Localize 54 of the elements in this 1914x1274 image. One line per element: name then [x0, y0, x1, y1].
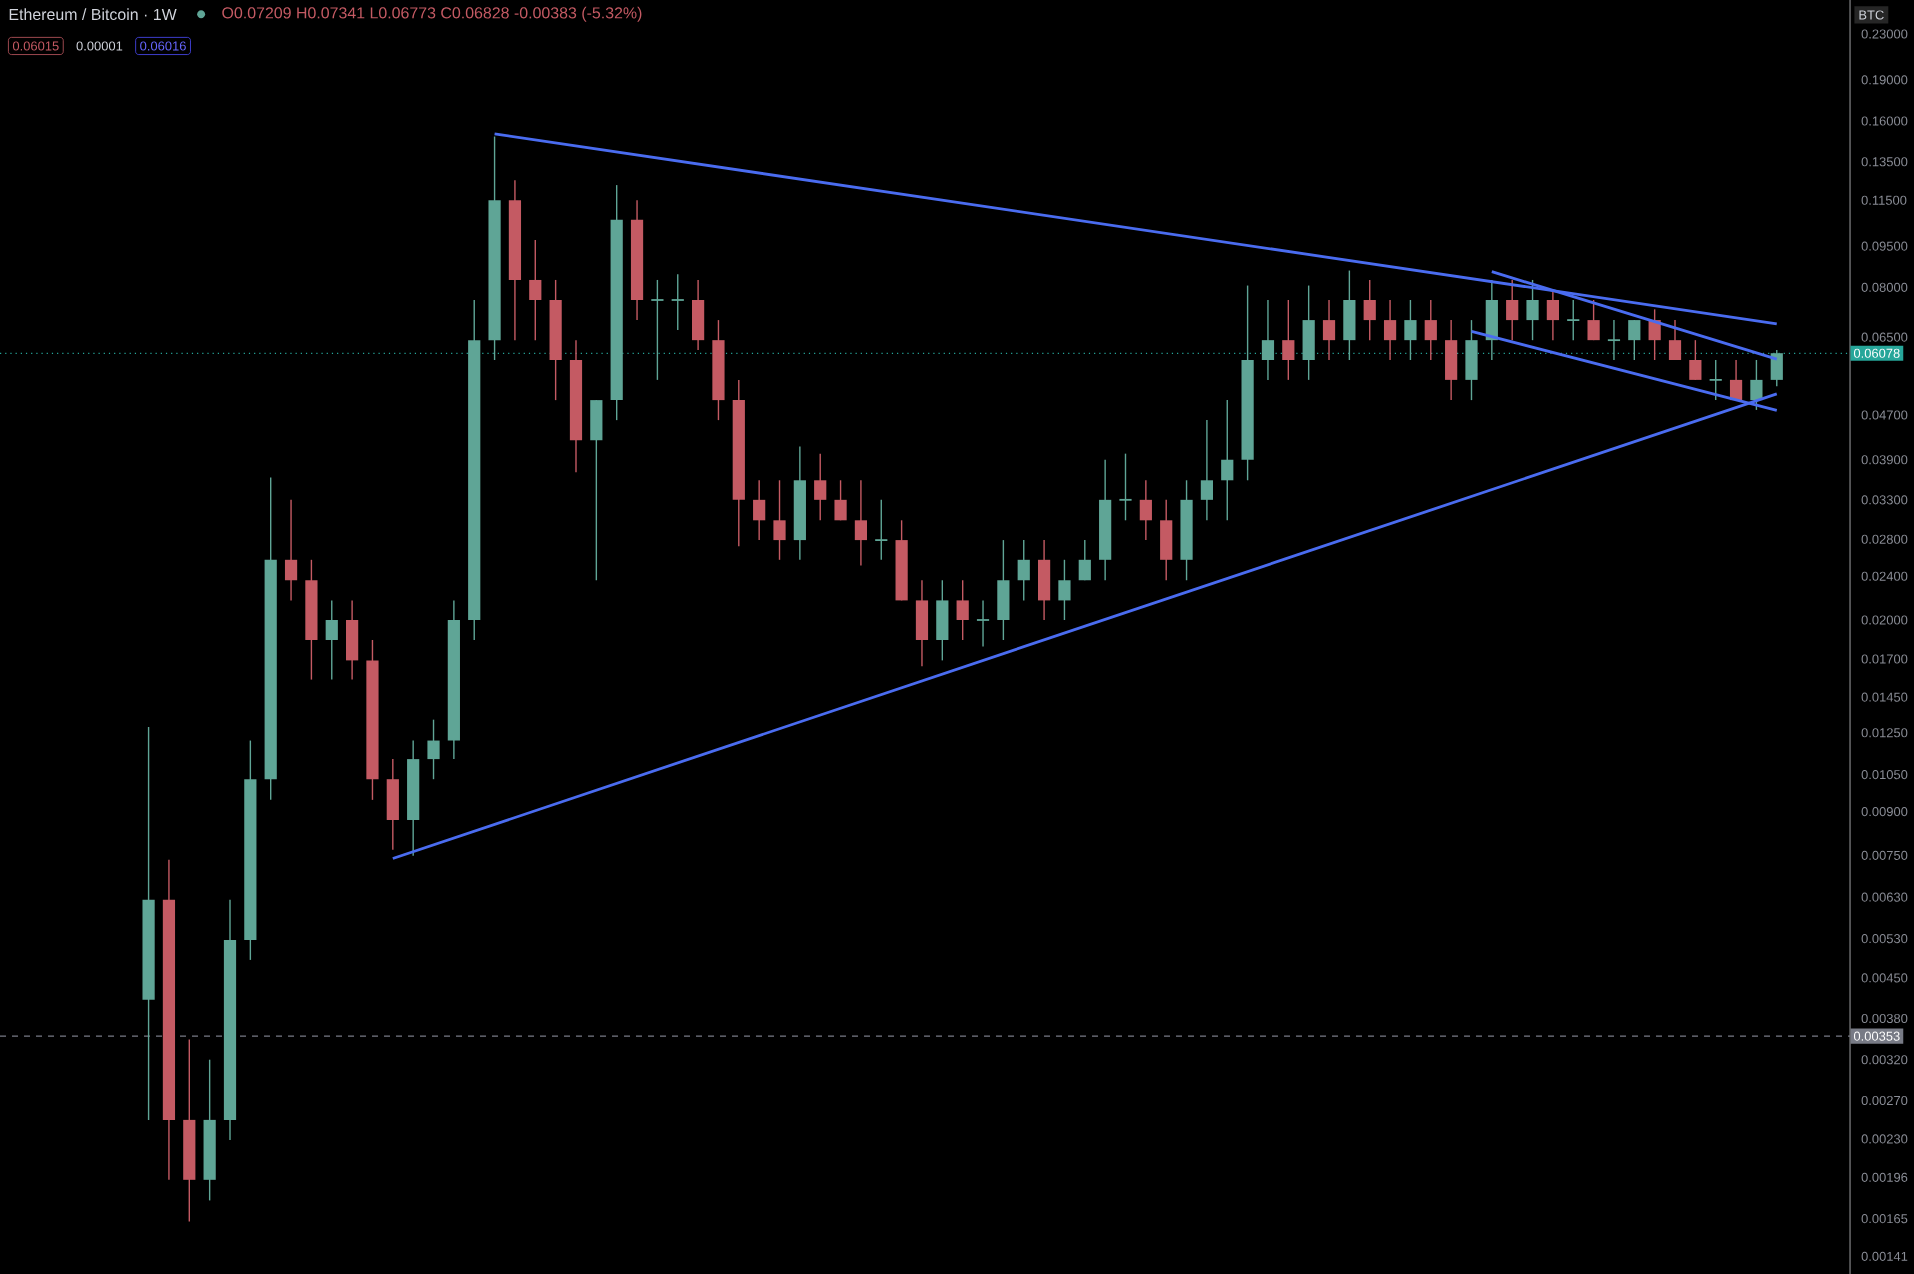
candlestick	[1750, 359, 1763, 411]
candlestick	[529, 239, 542, 341]
candlestick	[1078, 539, 1091, 581]
candlestick	[1261, 299, 1275, 381]
candlestick	[1566, 299, 1581, 341]
candlestick	[325, 599, 338, 681]
candlestick	[1546, 289, 1559, 341]
candlestick	[1526, 279, 1539, 341]
candlestick	[1689, 339, 1702, 381]
candlestick	[1606, 319, 1621, 361]
candlestick	[1770, 349, 1783, 387]
candlestick	[1485, 279, 1498, 361]
candlestick	[1363, 279, 1376, 341]
candlestick	[834, 479, 847, 521]
candlestick	[773, 479, 786, 561]
candlestick	[590, 399, 603, 581]
candlestick	[1200, 419, 1214, 521]
candlestick	[1282, 299, 1295, 381]
candlestick	[346, 599, 359, 681]
candlestick	[956, 579, 969, 641]
candlestick	[1058, 559, 1071, 621]
candlestick	[1343, 269, 1356, 361]
candlestick	[1160, 499, 1173, 581]
candlestick	[1404, 299, 1417, 361]
candlestick	[915, 579, 929, 667]
candlestick	[1037, 539, 1051, 621]
candlestick	[1628, 319, 1641, 361]
candlestick	[427, 718, 440, 780]
candlestick	[753, 479, 766, 541]
candlestick	[1383, 299, 1397, 361]
candlestick	[1302, 284, 1315, 381]
candlestick	[874, 499, 889, 561]
candlestick	[1424, 299, 1437, 361]
candlestick	[1322, 299, 1336, 361]
candlestick	[386, 758, 399, 851]
candlestick	[1506, 279, 1519, 341]
candlestick	[1118, 452, 1133, 521]
candlestick	[1445, 319, 1458, 401]
candlestick	[854, 479, 868, 567]
candlestick	[936, 579, 949, 662]
candlestick	[1465, 319, 1478, 401]
candlestick	[1221, 399, 1234, 521]
candlestick	[692, 279, 705, 351]
candlestick	[976, 599, 991, 648]
candlestick	[284, 499, 298, 602]
candlestick	[1668, 319, 1682, 361]
candlestick	[997, 539, 1010, 641]
candlestick	[1708, 359, 1723, 401]
candlestick	[670, 273, 685, 331]
candlestick	[1017, 539, 1030, 602]
candlestick	[1587, 299, 1600, 341]
candlestick	[650, 279, 665, 381]
candlestick	[1139, 479, 1152, 541]
candlestick	[814, 452, 827, 521]
